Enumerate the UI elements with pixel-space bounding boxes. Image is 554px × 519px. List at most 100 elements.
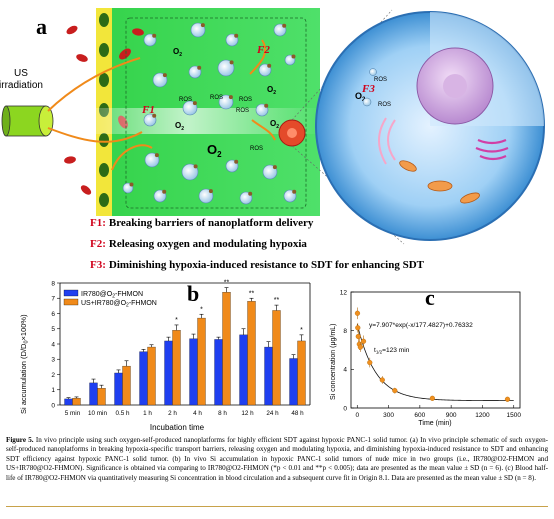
nanoparticles bbox=[122, 22, 297, 205]
significance-mark: ** bbox=[274, 297, 280, 304]
ir780-dot bbox=[264, 103, 269, 108]
data-point bbox=[355, 333, 361, 340]
ir780-dot bbox=[152, 33, 157, 38]
ir780-dot bbox=[248, 191, 253, 196]
ir780-dot bbox=[154, 153, 159, 158]
y-tick-label: 8 bbox=[343, 328, 347, 335]
ir780-dot bbox=[193, 164, 198, 169]
significance-mark: * bbox=[200, 306, 203, 313]
ir780-dot bbox=[162, 189, 167, 194]
bar-ir780 bbox=[114, 372, 123, 406]
bar-us-ir780 bbox=[122, 365, 131, 406]
significance-mark: * bbox=[175, 317, 178, 324]
y-tick-label: 12 bbox=[340, 289, 348, 296]
target-tumor-cell bbox=[278, 119, 306, 147]
x-tick-label: 900 bbox=[446, 412, 457, 419]
plot-frame bbox=[350, 291, 521, 409]
ultrasound-transducer bbox=[1, 105, 54, 137]
svg-text:ROS: ROS bbox=[250, 146, 263, 152]
principle-legend: F1: Breaking barriers of nanoplatform del… bbox=[90, 217, 425, 271]
irradiation-label: irradiation bbox=[0, 80, 43, 91]
svg-text:O2: O2 bbox=[270, 119, 279, 130]
panel-a-letter: a bbox=[36, 14, 47, 39]
svg-text:ROS: ROS bbox=[210, 95, 223, 101]
ir780-dot bbox=[267, 63, 272, 68]
ir780-dot bbox=[200, 23, 205, 28]
data-point bbox=[357, 344, 363, 350]
y-tick-label: 5 bbox=[51, 326, 55, 333]
x-tick-label: 24 h bbox=[266, 410, 279, 417]
ir780-dot bbox=[208, 189, 213, 194]
x-tick-label: 12 h bbox=[241, 410, 254, 417]
legend-f1: F1: Breaking barriers of nanoplatform del… bbox=[90, 217, 314, 229]
cell-dashed-outline bbox=[125, 17, 307, 209]
data-point bbox=[392, 388, 398, 394]
panel-b-bars: ********* bbox=[64, 280, 306, 406]
x-tick-label: 4 h bbox=[193, 410, 202, 417]
x-tick-label: 10 min bbox=[88, 410, 107, 417]
oxygen-labels: O2 O2 O2 O2 O2 bbox=[173, 47, 279, 159]
y-tick-label: 6 bbox=[51, 311, 55, 318]
delivery-arrows bbox=[47, 39, 276, 171]
x-tick-label: 2 h bbox=[168, 410, 177, 417]
f2-tag: F2 bbox=[256, 44, 270, 56]
x-tick-label: 8 h bbox=[218, 410, 227, 417]
fit-curve bbox=[356, 324, 514, 401]
svg-text:ROS: ROS bbox=[239, 97, 252, 103]
data-point bbox=[429, 395, 435, 401]
bar-us-ir780 bbox=[272, 310, 281, 406]
bottom-rule bbox=[6, 506, 548, 507]
bar-ir780 bbox=[89, 382, 98, 406]
y-tick-label: 3 bbox=[51, 357, 55, 364]
caption-text: In vivo principle using such oxygen-self… bbox=[6, 436, 548, 482]
bar-us-ir780 bbox=[197, 317, 206, 406]
golgi-apparatus bbox=[475, 138, 509, 161]
svg-text:O2: O2 bbox=[173, 47, 182, 58]
svg-text:O2: O2 bbox=[267, 85, 276, 96]
bar-us-ir780 bbox=[247, 301, 256, 406]
caption-lead: Figure 5. bbox=[6, 436, 34, 444]
bar-us-ir780 bbox=[97, 388, 106, 406]
x-tick-label: 1 h bbox=[143, 410, 152, 417]
y-tick-label: 8 bbox=[51, 280, 55, 287]
significance-mark: ** bbox=[249, 290, 255, 297]
x-tick-label: 5 min bbox=[65, 410, 81, 417]
data-point bbox=[367, 359, 373, 366]
bar-ir780 bbox=[164, 340, 173, 406]
zoom-ros-2: ROS bbox=[378, 102, 391, 108]
panel-a: a US irradiation bbox=[0, 8, 545, 271]
panel-b-letter: b bbox=[187, 281, 199, 306]
ir780-dot bbox=[228, 95, 233, 100]
legend-label-ir780: IR780@O2-FHMON bbox=[81, 291, 143, 300]
data-point bbox=[360, 338, 367, 344]
legend-label-us-ir780: US+IR780@O2-FHMON bbox=[81, 300, 157, 309]
legend-swatch-ir780 bbox=[63, 289, 79, 297]
panel-c-xlabel: Time (min) bbox=[418, 420, 451, 427]
panel-b-legend: IR780@O2-FHMON US+IR780@O2-FHMON bbox=[63, 289, 157, 309]
zoomed-tumor-cell: O2 F3 ROS ROS bbox=[315, 11, 545, 241]
x-tick-label: 1500 bbox=[507, 412, 522, 419]
y-tick-label: 7 bbox=[51, 296, 55, 303]
data-point bbox=[354, 310, 361, 316]
data-point bbox=[504, 396, 511, 402]
ir780-dot bbox=[152, 113, 157, 118]
bar-ir780 bbox=[64, 398, 73, 406]
ros-labels: ROS ROS ROS ROS ROS bbox=[179, 95, 263, 152]
bar-ir780 bbox=[239, 334, 248, 406]
panel-c-axes: 0 4 8 12 0 300 600 900 1200 1500 bbox=[340, 289, 522, 419]
f3-tag: F3 bbox=[361, 83, 375, 95]
panel-b-axes: 0 1 2 3 4 5 6 7 8 5 min 10 min 0.5 h 1 h 2 h 4 h 8 h 12 … bbox=[51, 280, 311, 417]
ir780-dot bbox=[162, 73, 167, 78]
ir780-dot bbox=[234, 159, 239, 164]
us-label: US bbox=[14, 68, 28, 79]
bar-ir780 bbox=[139, 351, 148, 406]
legend-f2: F2: Releasing oxygen and modulating hypox… bbox=[90, 238, 307, 250]
y-tick-label: 0 bbox=[343, 405, 347, 412]
bar-us-ir780 bbox=[172, 330, 181, 406]
significance-mark: * bbox=[300, 327, 303, 334]
bar-us-ir780 bbox=[222, 291, 231, 406]
ir780-dot bbox=[291, 54, 296, 59]
figure-caption: Figure 5. In vivo principle using such o… bbox=[6, 436, 548, 483]
nanoparticle bbox=[217, 59, 235, 77]
x-tick-label: 600 bbox=[414, 412, 425, 419]
